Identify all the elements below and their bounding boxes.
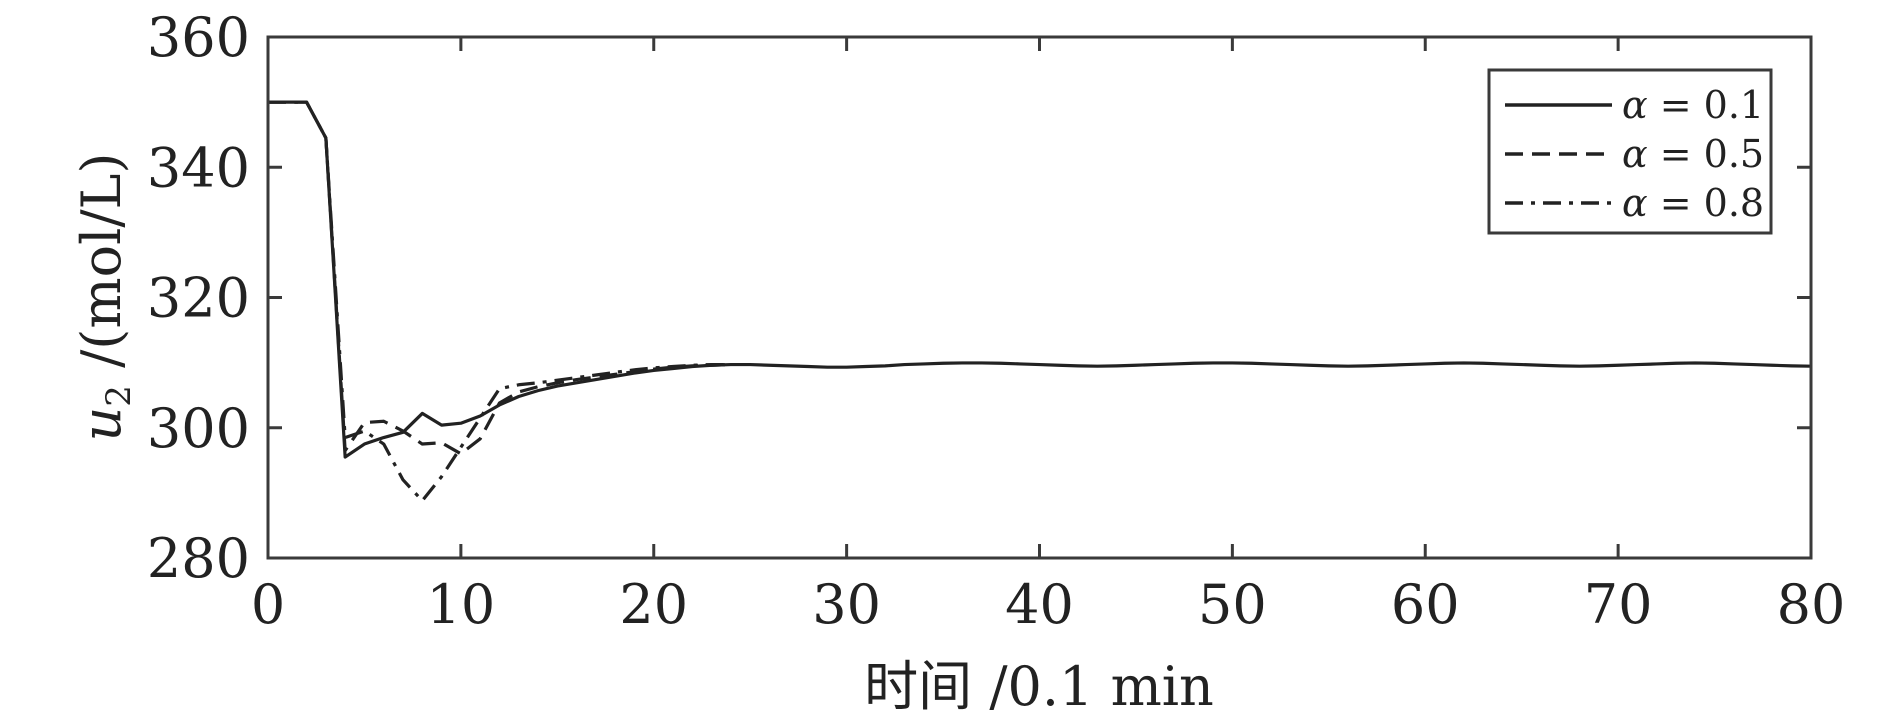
x-tick-label: 70 xyxy=(1584,573,1653,636)
x-tick-label: 40 xyxy=(1005,573,1074,636)
legend: α = 0.1 α = 0.5 α = 0.8 xyxy=(1487,68,1773,235)
legend-box xyxy=(1487,68,1773,235)
x-axis-title: 时间 /0.1 min xyxy=(864,655,1214,718)
y-tick-label: 320 xyxy=(147,267,250,330)
x-tick-label: 0 xyxy=(251,573,285,636)
y-tick-label: 300 xyxy=(147,397,250,460)
x-tick-labels: 0 10 20 30 40 50 60 70 80 xyxy=(251,573,1846,636)
y-tick-label: 280 xyxy=(147,527,250,590)
x-tick-label: 30 xyxy=(812,573,881,636)
y-axis-variable: u xyxy=(70,407,133,442)
plot-frame xyxy=(266,35,1813,560)
y-tick-label: 340 xyxy=(147,136,250,199)
y-tick-labels: 280 300 320 340 360 xyxy=(147,6,250,590)
legend-label-alpha-0-5: α = 0.5 xyxy=(1622,132,1764,176)
series-line-solid xyxy=(268,100,1812,459)
series-lines xyxy=(268,100,1812,503)
x-tick-label: 80 xyxy=(1777,573,1846,636)
y-axis-subscript: 2 xyxy=(99,385,139,407)
x-tick-label: 20 xyxy=(619,573,688,636)
x-tick-label: 60 xyxy=(1391,573,1460,636)
series-line-dashed xyxy=(268,100,731,456)
legend-label-alpha-0-8: α = 0.8 xyxy=(1622,181,1764,225)
y-axis-title: u2 /(mol/L) xyxy=(70,153,139,442)
y-tick-label: 360 xyxy=(147,6,250,69)
legend-label-alpha-0-1: α = 0.1 xyxy=(1622,83,1764,127)
x-tick-label: 10 xyxy=(427,573,496,636)
x-tick-label: 50 xyxy=(1198,573,1267,636)
y-axis-unit: /(mol/L) xyxy=(70,153,133,386)
